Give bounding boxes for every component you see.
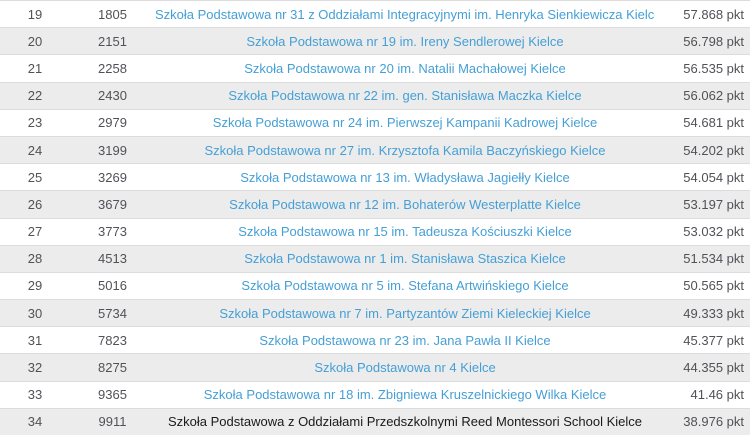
school-link[interactable]: Szkoła Podstawowa nr 20 im. Natalii Mach… [244,60,566,76]
school-id-cell: 8275 [98,360,127,376]
table-row: 29 5016 Szkoła Podstawowa nr 5 im. Stefa… [0,271,750,300]
table-row: 24 3199 Szkoła Podstawowa nr 27 im. Krzy… [0,135,750,164]
points-cell: 54.054 pkt [683,169,744,185]
school-link[interactable]: Szkoła Podstawowa nr 19 im. Ireny Sendle… [246,33,564,49]
table-row: 20 2151 Szkoła Podstawowa nr 19 im. Iren… [0,27,750,55]
school-link[interactable]: Szkoła Podstawowa nr 15 im. Tadeusza Koś… [238,224,572,240]
rank-cell: 32 [27,360,43,376]
rank-cell: 20 [27,33,43,49]
points-cell: 45.377 pkt [683,332,744,348]
table-row: 25 3269 Szkoła Podstawowa nr 13 im. Wład… [0,163,750,191]
rank-cell: 19 [27,6,43,22]
school-id-cell: 2258 [98,60,127,76]
school-link[interactable]: Szkoła Podstawowa nr 4 Kielce [314,360,496,376]
school-link[interactable]: Szkoła Podstawowa nr 31 z Oddziałami Int… [155,6,655,22]
school-link[interactable]: Szkoła Podstawowa nr 27 im. Krzysztofa K… [204,142,606,158]
rank-cell: 21 [27,60,43,76]
points-cell: 57.868 pkt [683,6,744,22]
points-cell: 44.355 pkt [683,360,744,376]
table-row: 32 8275 Szkoła Podstawowa nr 4 Kielce 44… [0,353,750,381]
table-row: 33 9365 Szkoła Podstawowa nr 18 im. Zbig… [0,380,750,408]
rank-cell: 34 [27,414,43,430]
school-id-cell: 1805 [98,6,127,22]
school-id-cell: 9911 [98,414,127,430]
rank-cell: 25 [27,169,43,185]
rank-cell: 27 [27,224,43,240]
school-link[interactable]: Szkoła Podstawowa nr 13 im. Władysława J… [240,169,570,185]
school-id-cell: 7823 [98,332,127,348]
rank-cell: 30 [27,305,43,321]
school-link[interactable]: Szkoła Podstawowa nr 1 im. Stanisława St… [244,251,566,267]
points-cell: 56.062 pkt [683,88,744,104]
rank-cell: 26 [27,196,43,212]
table-row: 21 2258 Szkoła Podstawowa nr 20 im. Nata… [0,54,750,82]
table-row: 19 1805 Szkoła Podstawowa nr 31 z Oddzia… [0,0,750,28]
school-id-cell: 2979 [98,115,127,131]
table-row: 30 5734 Szkoła Podstawowa nr 7 im. Party… [0,299,750,327]
school-link[interactable]: Szkoła Podstawowa nr 23 im. Jana Pawła I… [259,332,551,348]
points-cell: 56.798 pkt [683,33,744,49]
school-id-cell: 5016 [98,278,127,294]
school-id-cell: 4513 [98,251,127,267]
school-id-cell: 2151 [98,33,127,49]
table-row: 27 3773 Szkoła Podstawowa nr 15 im. Tade… [0,217,750,245]
points-cell: 38.976 pkt [683,414,744,430]
school-id-cell: 3773 [98,224,127,240]
table-row: 31 7823 Szkoła Podstawowa nr 23 im. Jana… [0,326,750,354]
rank-cell: 31 [27,332,43,348]
rank-cell: 29 [27,278,43,294]
rank-cell: 24 [27,142,43,158]
table-row: 34 9911 Szkoła Podstawowa z Oddziałami P… [0,407,750,435]
school-link[interactable]: Szkoła Podstawowa nr 18 im. Zbigniewa Kr… [203,387,607,403]
school-link[interactable]: Szkoła Podstawowa nr 22 im. gen. Stanisł… [228,88,582,104]
points-cell: 53.197 pkt [683,196,744,212]
table-row: 26 3679 Szkoła Podstawowa nr 12 im. Boha… [0,190,750,218]
points-cell: 51.534 pkt [683,251,744,267]
school-id-cell: 3679 [98,196,127,212]
points-cell: 54.202 pkt [683,142,744,158]
table-row: 22 2430 Szkoła Podstawowa nr 22 im. gen.… [0,81,750,109]
points-cell: 56.535 pkt [683,60,744,76]
school-link[interactable]: Szkoła Podstawowa nr 12 im. Bohaterów We… [229,196,581,212]
table-row: 28 4513 Szkoła Podstawowa nr 1 im. Stani… [0,244,750,272]
points-cell: 53.032 pkt [683,224,744,240]
school-link[interactable]: Szkoła Podstawowa nr 7 im. Partyzantów Z… [219,305,591,321]
table-row: 23 2979 Szkoła Podstawowa nr 24 im. Pier… [0,108,750,136]
school-id-cell: 2430 [98,88,127,104]
rank-cell: 23 [27,115,43,131]
school-id-cell: 9365 [98,387,127,403]
points-cell: 41.46 pkt [690,387,745,403]
school-id-cell: 3199 [98,142,127,158]
rank-cell: 33 [27,387,43,403]
school-link[interactable]: Szkoła Podstawowa nr 24 im. Pierwszej Ka… [212,115,598,131]
school-link[interactable]: Szkoła Podstawowa nr 5 im. Stefana Artwi… [241,278,569,294]
school-id-cell: 5734 [98,305,127,321]
points-cell: 54.681 pkt [683,115,744,131]
points-cell: 50.565 pkt [683,278,744,294]
school-id-cell: 3269 [98,169,127,185]
points-cell: 49.333 pkt [683,305,744,321]
school-name-text: Szkoła Podstawowa z Oddziałami Przedszko… [168,414,642,430]
rank-cell: 28 [27,251,43,267]
rank-cell: 22 [27,88,43,104]
